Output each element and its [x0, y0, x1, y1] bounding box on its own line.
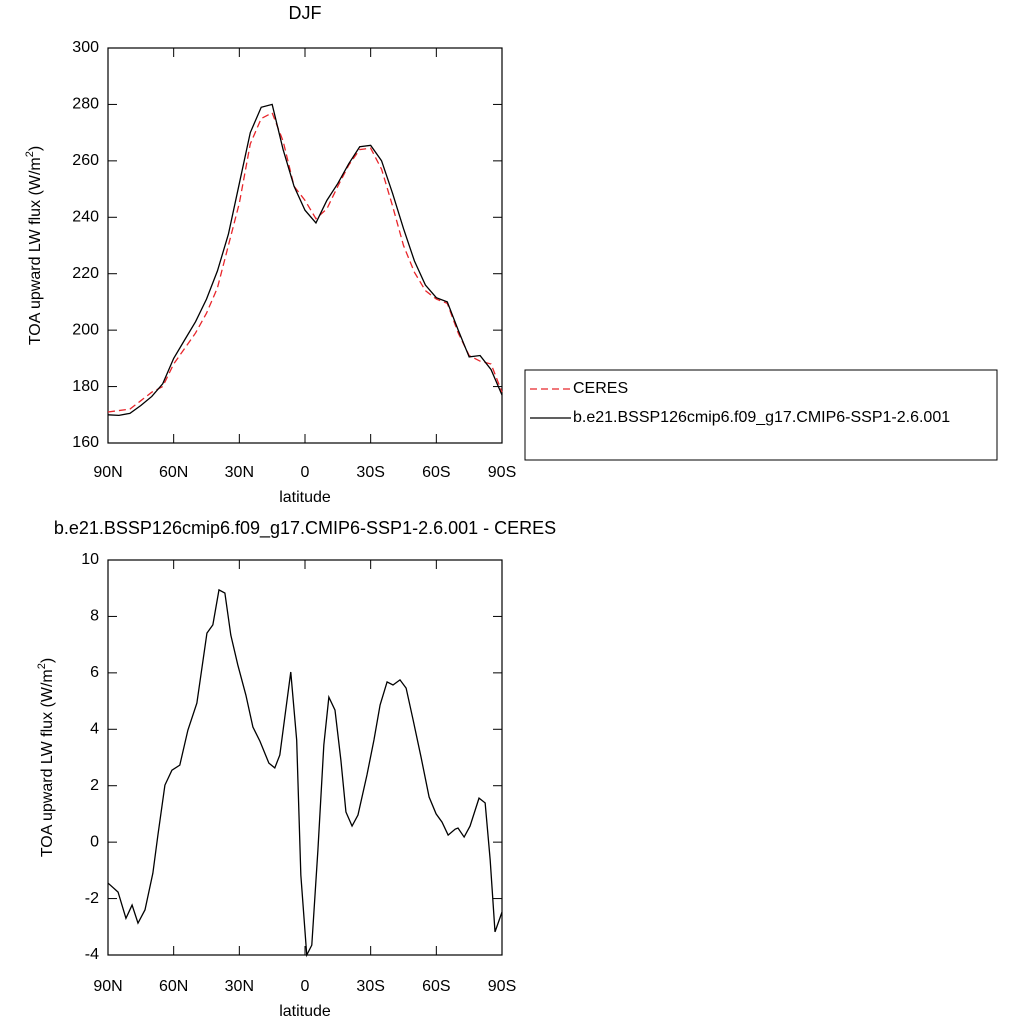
y-axis-label-end: )	[39, 658, 56, 663]
plot-frame	[107, 559, 503, 956]
x-tick-label: 30S	[356, 464, 384, 481]
x-tick-label: 0	[301, 978, 310, 995]
y-axis-label-sup: 2	[24, 151, 36, 157]
y-tick-label: 10	[81, 551, 99, 568]
y-axis-label-sup: 2	[36, 663, 48, 669]
y-tick-label: 0	[90, 833, 99, 850]
x-tick-label: 0	[301, 464, 310, 481]
y-tick-label: 160	[72, 434, 99, 451]
x-axis-label: latitude	[279, 489, 331, 506]
x-tick-label: 90N	[93, 978, 122, 995]
y-tick-label: 300	[72, 39, 99, 56]
x-tick-label: 90S	[488, 978, 516, 995]
data-line	[107, 103, 503, 417]
y-axis-label: TOA upward LW flux (W/m2)	[24, 146, 44, 345]
legend-label: CERES	[573, 380, 628, 397]
y-axis-label: TOA upward LW flux (W/m2)	[36, 658, 56, 857]
x-tick-label: 60N	[159, 978, 188, 995]
x-tick-label: 90S	[488, 464, 516, 481]
x-tick-label: 30N	[225, 978, 254, 995]
y-tick-label: 220	[72, 265, 99, 282]
y-tick-label: 260	[72, 152, 99, 169]
chart-title: DJF	[289, 3, 322, 23]
plot-frame	[107, 47, 503, 444]
y-tick-label: 6	[90, 664, 99, 681]
data-line	[107, 111, 503, 413]
y-tick-label: 8	[90, 608, 99, 625]
chart-title: b.e21.BSSP126cmip6.f09_g17.CMIP6-SSP1-2.…	[54, 518, 556, 539]
y-tick-label: -2	[85, 890, 99, 907]
y-axis-label-text: TOA upward LW flux (W/m	[27, 157, 44, 345]
y-tick-label: 4	[90, 721, 99, 738]
legend-label: b.e21.BSSP126cmip6.f09_g17.CMIP6-SSP1-2.…	[573, 409, 950, 426]
data-line	[107, 588, 503, 958]
x-tick-label: 60S	[422, 978, 450, 995]
y-tick-label: 240	[72, 209, 99, 226]
y-axis-label-end: )	[27, 146, 44, 151]
x-axis-label: latitude	[279, 1003, 331, 1020]
x-tick-label: 60S	[422, 464, 450, 481]
y-tick-label: 180	[72, 378, 99, 395]
y-tick-label: 200	[72, 321, 99, 338]
x-tick-label: 60N	[159, 464, 188, 481]
y-tick-label: 2	[90, 777, 99, 794]
y-tick-label: 280	[72, 96, 99, 113]
x-tick-label: 90N	[93, 464, 122, 481]
y-tick-label: -4	[85, 946, 99, 963]
legend-box	[524, 369, 998, 461]
x-tick-label: 30S	[356, 978, 384, 995]
y-axis-label-text: TOA upward LW flux (W/m	[39, 669, 56, 857]
x-tick-label: 30N	[225, 464, 254, 481]
